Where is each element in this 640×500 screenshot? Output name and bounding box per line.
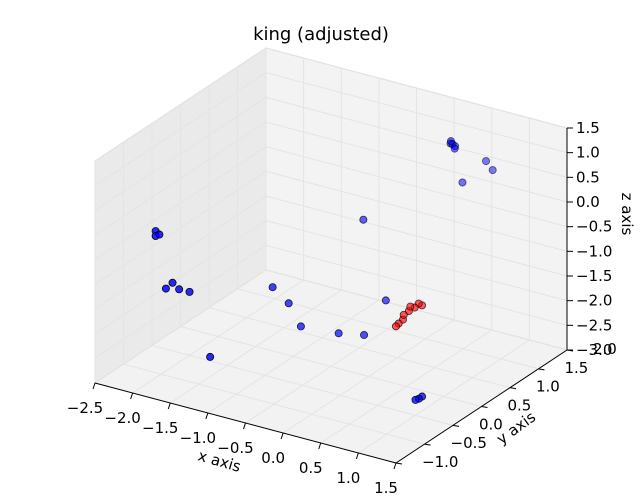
z-tick-label: −1.0 xyxy=(576,242,612,260)
z-grid-line xyxy=(94,96,568,211)
z-tick-label: 1.0 xyxy=(576,144,600,162)
y-tick-label: 2.0 xyxy=(593,340,617,358)
data-point xyxy=(450,144,459,153)
y-tick xyxy=(481,406,488,408)
data-point xyxy=(411,395,420,404)
x-tick-label: −0.5 xyxy=(217,439,253,457)
data-point xyxy=(268,283,277,292)
data-point xyxy=(284,299,293,308)
z-tick-label: −2.0 xyxy=(576,292,612,310)
z-grid-line xyxy=(94,146,568,261)
data-point xyxy=(399,310,408,319)
x-tick xyxy=(393,462,397,470)
x-tick xyxy=(130,392,134,400)
data-point xyxy=(161,284,170,293)
z-grid-line xyxy=(94,195,568,310)
z-tick-label: −0.5 xyxy=(576,218,612,236)
z-axis-label: z axis xyxy=(618,193,636,236)
y-tick xyxy=(424,443,431,446)
data-point xyxy=(381,296,390,305)
x-tick xyxy=(167,402,171,410)
x-tick xyxy=(92,382,96,390)
y-tick-label: 1.5 xyxy=(565,359,589,377)
z-tick-label: 0.0 xyxy=(576,193,600,211)
data-point xyxy=(458,178,467,187)
z-tick-label: −2.5 xyxy=(576,316,612,334)
z-tick-label: −1.5 xyxy=(576,267,612,285)
y-tick xyxy=(452,424,460,427)
data-point xyxy=(155,230,164,239)
z-grid-line xyxy=(94,47,568,162)
x-tick-label: 1.0 xyxy=(336,469,360,487)
y-tick xyxy=(395,462,403,465)
z-grid-line xyxy=(94,220,568,335)
z-grid-line xyxy=(94,72,568,187)
x-tick-label: 0.0 xyxy=(261,449,285,467)
y-tick-label: 1.0 xyxy=(536,378,560,396)
data-point xyxy=(185,287,194,296)
x-tick xyxy=(355,452,359,460)
z-grid-line xyxy=(94,244,568,359)
data-point xyxy=(359,215,368,224)
y-tick-label: −1.0 xyxy=(422,453,458,471)
tick-marks xyxy=(92,127,574,470)
x-tick-label: −1.5 xyxy=(142,419,178,437)
x-tick-label: −2.0 xyxy=(104,409,140,427)
data-point xyxy=(360,330,369,339)
x-tick xyxy=(280,432,284,440)
x-tick-label: 0.5 xyxy=(299,459,323,477)
z-tick-label: 1.5 xyxy=(576,119,600,137)
data-point xyxy=(406,302,415,311)
data-point xyxy=(168,278,177,287)
tick-labels: −2.5−2.0−1.5−1.0−0.50.00.51.01.5−1.0−0.5… xyxy=(67,119,617,497)
x-tick xyxy=(243,422,246,430)
z-tick-label: 0.5 xyxy=(576,168,600,186)
z-grid-line xyxy=(94,170,568,285)
data-point xyxy=(391,322,400,331)
data-point xyxy=(334,329,343,338)
data-point xyxy=(175,285,184,294)
y-tick xyxy=(509,387,517,390)
y-tick-label: 0.0 xyxy=(479,415,503,433)
y-tick-label: 0.5 xyxy=(508,397,532,415)
chart-title: king (adjusted) xyxy=(253,24,389,45)
axes-panes xyxy=(93,47,569,464)
z-grid-line xyxy=(94,121,568,236)
x-tick xyxy=(318,442,322,450)
data-points xyxy=(151,137,497,404)
x-tick xyxy=(205,412,209,420)
x-tick-label: −2.5 xyxy=(67,399,103,417)
data-point xyxy=(488,166,497,175)
z-grid-line xyxy=(94,269,568,384)
data-point xyxy=(482,157,491,166)
x-tick-label: −1.0 xyxy=(180,429,216,447)
y-tick xyxy=(538,368,545,371)
x-tick-label: 1.5 xyxy=(374,479,398,497)
y-tick-label: −0.5 xyxy=(451,434,487,452)
data-point xyxy=(296,322,305,331)
data-point xyxy=(206,352,215,361)
z-tick-label: −3.0 xyxy=(576,341,612,359)
